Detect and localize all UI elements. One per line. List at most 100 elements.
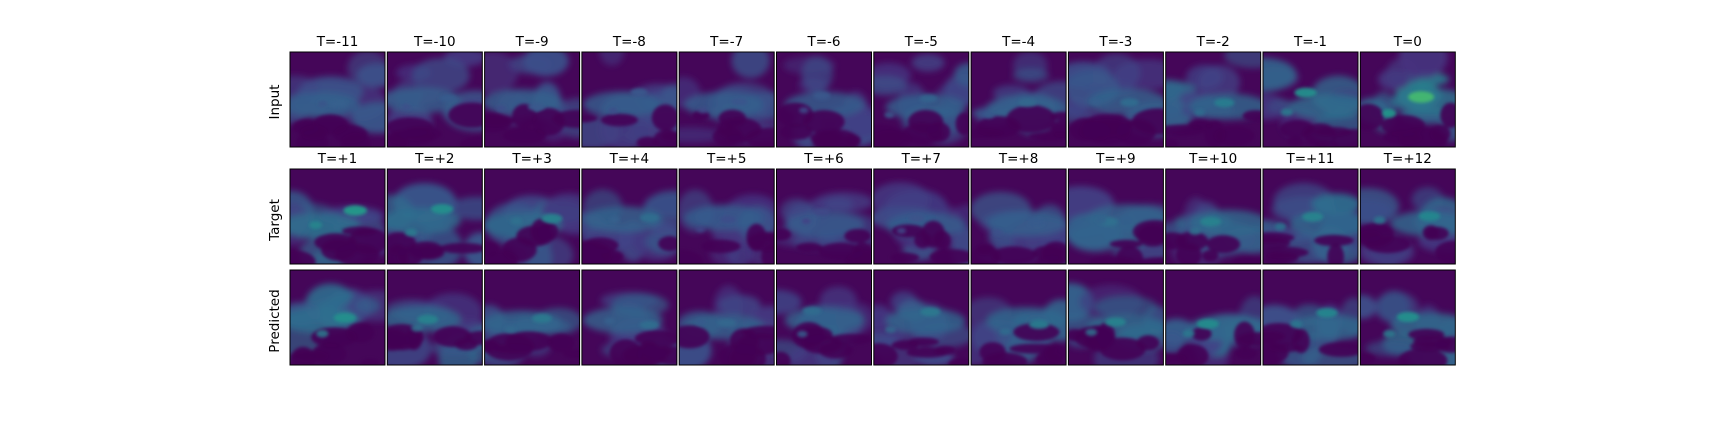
panel-title: T=+8 [998, 151, 1038, 167]
panel-title: T=-6 [806, 34, 840, 50]
heatmap-panel-predicted-5 [678, 269, 775, 366]
panel-frame [386, 269, 483, 366]
panel-frame [1165, 269, 1262, 366]
heatmap-panel-predicted-9 [1067, 269, 1164, 366]
heatmap-panel-target-1 [289, 168, 386, 265]
panel-frame [1067, 269, 1164, 366]
heatmap-panel-target-12 [1359, 168, 1456, 265]
row-label-target: Target [267, 199, 283, 242]
heatmap-panel-predicted-12 [1359, 269, 1456, 366]
panel-frame [289, 269, 386, 366]
heatmap-panel-input-7 [873, 51, 970, 148]
heatmap-panel-input-10 [1165, 51, 1262, 148]
heatmap-panel-target-4 [581, 168, 678, 265]
heatmap-panel-predicted-2 [386, 269, 483, 366]
heatmap-panel-input-9 [1067, 51, 1164, 148]
panel-title: T=-2 [1196, 34, 1230, 50]
panel-frame [970, 168, 1067, 265]
heatmap-panel-target-3 [484, 168, 581, 265]
heatmap-panel-predicted-11 [1262, 269, 1359, 366]
panel-title: T=+2 [414, 151, 454, 167]
heatmap-panel-target-6 [776, 168, 872, 265]
panel-frame [386, 51, 483, 148]
panel-frame [1262, 168, 1359, 265]
heatmap-panel-target-5 [678, 168, 775, 265]
panel-frame [678, 269, 775, 366]
heatmap-panel-input-11 [1262, 51, 1359, 148]
heatmap-panel-predicted-7 [873, 269, 970, 366]
panel-frame [1067, 168, 1164, 265]
panel-title: T=+12 [1383, 151, 1432, 167]
panel-title: T=+10 [1188, 151, 1237, 167]
panel-frame [1262, 269, 1359, 366]
panel-frame [581, 51, 678, 148]
panel-frame [970, 51, 1067, 148]
panel-frame [970, 269, 1067, 366]
panel-frame [873, 269, 970, 366]
heatmap-panel-input-5 [678, 51, 775, 148]
heatmap-panel-target-8 [970, 168, 1067, 265]
panel-frame [678, 51, 775, 148]
panel-frame [873, 51, 970, 148]
panel-title: T=+3 [511, 151, 551, 167]
panel-frame [1262, 51, 1359, 148]
panel-frame [581, 269, 678, 366]
panel-frame [1359, 269, 1456, 366]
panel-frame [289, 168, 386, 265]
panel-title: T=-10 [413, 34, 456, 50]
heatmap-panel-input-12 [1359, 51, 1456, 148]
heatmap-panel-predicted-6 [776, 269, 872, 366]
heatmap-panel-target-7 [873, 168, 970, 265]
panel-title: T=+9 [1095, 151, 1135, 167]
panel-frame [386, 168, 483, 265]
row-label-predicted: Predicted [267, 289, 283, 352]
panel-frame [581, 168, 678, 265]
panel-frame [678, 168, 775, 265]
panel-title: T=+1 [317, 151, 357, 167]
panel-title: T=+7 [901, 151, 941, 167]
panel-frame [484, 168, 581, 265]
panel-frame [289, 51, 386, 148]
panel-frame [484, 269, 581, 366]
panel-frame [776, 51, 872, 148]
panel-title: T=+11 [1285, 151, 1334, 167]
panel-title: T=+5 [706, 151, 746, 167]
panel-frame [873, 168, 970, 265]
panel-title: T=-9 [515, 34, 549, 50]
panel-title: T=0 [1393, 34, 1422, 50]
panel-frame [1067, 51, 1164, 148]
panel-title: T=-3 [1098, 34, 1132, 50]
heatmap-panel-input-4 [581, 51, 678, 148]
panel-title: T=-1 [1293, 34, 1327, 50]
panel-frame [1165, 51, 1262, 148]
heatmap-panel-target-2 [386, 168, 483, 265]
heatmap-panel-input-1 [289, 51, 386, 148]
heatmap-panel-input-8 [970, 51, 1067, 148]
heatmap-panel-input-6 [776, 51, 872, 148]
heatmap-panel-predicted-1 [289, 269, 386, 366]
heatmap-panel-predicted-3 [484, 269, 581, 366]
panel-title: T=-7 [709, 34, 743, 50]
heatmap-panel-predicted-8 [970, 269, 1067, 366]
panel-title: T=+6 [803, 151, 843, 167]
heatmap-panel-predicted-4 [581, 269, 678, 366]
panel-frame [484, 51, 581, 148]
panel-title: T=-11 [316, 34, 359, 50]
panel-frame [1165, 168, 1262, 265]
panel-frame [1359, 168, 1456, 265]
panel-title: T=-5 [904, 34, 938, 50]
heatmap-grid: T=-11 T=-10 T=-9 T=-8 T=-7 T=-6 T=-5 T=-4 T=-3 T=… [289, 34, 1456, 366]
panel-frame [1359, 51, 1456, 148]
panel-title: T=-4 [1001, 34, 1035, 50]
panel-title: T=+4 [609, 151, 649, 167]
heatmap-panel-input-3 [484, 51, 581, 148]
heatmap-panel-target-10 [1165, 168, 1262, 265]
panel-title: T=-8 [612, 34, 646, 50]
heatmap-panel-predicted-10 [1165, 269, 1262, 366]
panel-frame [776, 168, 872, 265]
heatmap-panel-target-11 [1262, 168, 1359, 265]
heatmap-panel-input-2 [386, 51, 483, 148]
panel-frame [776, 269, 872, 366]
row-label-input: Input [267, 85, 283, 120]
